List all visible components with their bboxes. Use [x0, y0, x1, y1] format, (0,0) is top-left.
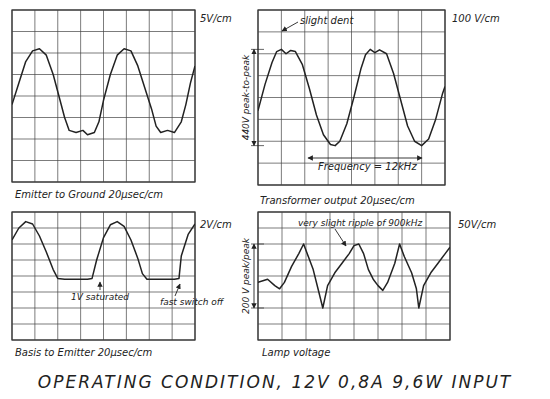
waveform: [258, 244, 450, 308]
grid-line-y: [12, 117, 195, 118]
annotation-arrow: [175, 284, 180, 296]
grid-line-y: [12, 260, 195, 261]
annotation: fast switch off: [160, 297, 225, 307]
panel: Lamp voltage 50V/cm very slight ripple of …: [241, 212, 496, 358]
grid-line-y: [258, 260, 450, 261]
panel: Basis to Emitter 20µsec/cm 2V/cm 1V satura…: [12, 212, 232, 358]
grid-line-y: [258, 324, 450, 325]
grid-line-y: [258, 97, 445, 98]
scale-label: 50V/cm: [458, 219, 496, 230]
page: Emitter to Ground 20µsec/cm 5V/cm Transfor…: [0, 0, 550, 399]
main-title: OPERATING CONDITION, 12V 0,8A 9,6W INPUT: [38, 372, 512, 392]
caption: Basis to Emitter 20µsec/cm: [15, 347, 153, 358]
grid-line-y: [258, 119, 445, 120]
grid-line-y: [12, 228, 195, 229]
data-group: [258, 244, 450, 308]
annotation-arrow: [254, 49, 255, 145]
grid-line-y: [258, 141, 445, 142]
grid-line-y: [258, 308, 450, 309]
annotation-arrow: [282, 22, 298, 31]
waveform: [258, 49, 445, 145]
annotation-guide: [251, 244, 264, 245]
grid-line-y: [12, 96, 195, 97]
grid-line-y: [12, 160, 195, 161]
frame: [258, 10, 445, 185]
caption: Lamp voltage: [262, 347, 330, 358]
grid-line-y: [258, 340, 450, 341]
grid-line-y: [12, 53, 195, 54]
panel: Transformer output 20µsec/cm 100 V/cm slig…: [241, 10, 500, 206]
panel: Emitter to Ground 20µsec/cm 5V/cm: [12, 10, 232, 200]
grid-line-y: [12, 340, 195, 341]
grid-line-y: [12, 10, 195, 11]
annotation: 200 V peak/peak: [241, 237, 251, 314]
caption: Transformer output 20µsec/cm: [260, 195, 415, 206]
annotation: very slight ripple of 900kHz: [298, 218, 422, 228]
grid-line-y: [258, 75, 445, 76]
annotation-guide: [251, 49, 264, 50]
grid-line-y: [12, 308, 195, 309]
annotation-arrow: [335, 229, 346, 246]
data-group: [258, 49, 445, 145]
grid-line-y: [12, 31, 195, 32]
data-group: [12, 49, 195, 135]
data-group: [12, 222, 195, 280]
grid-line-y: [12, 244, 195, 245]
annotation-guide: [251, 308, 264, 309]
grid-line-y: [258, 10, 445, 11]
grid-line-y: [12, 74, 195, 75]
frame: [258, 212, 450, 340]
grid-line-y: [258, 185, 445, 186]
grid-line-y: [258, 212, 450, 213]
annotation-guide: [251, 145, 264, 146]
scale-label: 2V/cm: [200, 219, 232, 230]
scale-label: 100 V/cm: [452, 13, 500, 24]
grid-line-y: [12, 212, 195, 213]
grid-line-y: [12, 182, 195, 183]
annotation: Frequency = 12kHz: [318, 161, 417, 172]
frame: [12, 212, 195, 340]
grid-line-y: [258, 244, 450, 245]
annotation-arrow: [100, 282, 101, 290]
caption: Emitter to Ground 20µsec/cm: [15, 189, 163, 200]
grid-line-y: [12, 139, 195, 140]
annotation: slight dent: [300, 15, 354, 26]
annotation: 440V peak-to-peak: [241, 54, 251, 140]
grid-line-y: [258, 31, 445, 32]
waveform: [12, 49, 195, 135]
grid-line-y: [12, 276, 195, 277]
annotation-arrow: [308, 158, 422, 159]
waveform: [12, 222, 195, 280]
scale-label: 5V/cm: [200, 13, 232, 24]
annotation-arrow: [254, 244, 255, 308]
frame: [12, 10, 195, 182]
grid-line-y: [12, 324, 195, 325]
grid-line-y: [258, 292, 450, 293]
annotation: 1V saturated: [71, 292, 129, 302]
